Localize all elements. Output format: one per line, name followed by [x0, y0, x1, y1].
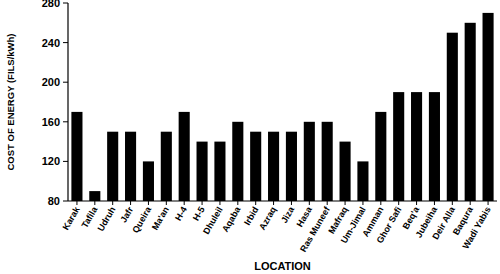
- y-axis-label: COST OF ENERGY (FILS/kWh): [5, 33, 16, 170]
- bar: [357, 161, 368, 201]
- chart-svg: 80120160200240280KarakTafilaUdruhJafrQue…: [0, 0, 500, 274]
- bars: [71, 13, 493, 201]
- bar: [143, 161, 154, 201]
- bar: [214, 142, 225, 201]
- bar: [429, 92, 440, 201]
- x-tick: [130, 201, 131, 205]
- y-tick: [63, 3, 68, 4]
- x-tick-label: Dhuleil: [201, 205, 225, 236]
- x-tick: [255, 201, 256, 205]
- x-tick-label: Wadi Yabis: [461, 205, 493, 251]
- bar: [465, 23, 476, 201]
- x-tick: [291, 201, 292, 205]
- bar: [250, 132, 261, 201]
- bar: [232, 122, 243, 201]
- y-tick-label: 280: [42, 0, 60, 9]
- x-tick: [345, 201, 346, 205]
- y-axis-line: [67, 3, 68, 201]
- x-tick-label: Jiza: [279, 204, 297, 225]
- x-tick: [202, 201, 203, 205]
- x-tick-label: Udruh: [96, 205, 118, 233]
- x-tick: [148, 201, 149, 205]
- x-tick-label: Um-Jimal: [339, 205, 368, 245]
- bar: [340, 142, 351, 201]
- bar: [125, 132, 136, 201]
- y-tick-label: 240: [42, 37, 60, 49]
- x-tick-label: Jafr: [118, 205, 135, 225]
- x-tick: [380, 201, 381, 205]
- x-tick-label: Karak: [60, 204, 82, 232]
- bar: [304, 122, 315, 201]
- y-tick: [63, 201, 68, 202]
- bar: [197, 142, 208, 201]
- y-tick-label: 200: [42, 76, 60, 88]
- bar: [447, 33, 458, 201]
- bar: [393, 92, 404, 201]
- bar: [179, 112, 190, 201]
- bar: [71, 112, 82, 201]
- x-tick: [166, 201, 167, 205]
- x-tick: [184, 201, 185, 205]
- x-tick: [273, 201, 274, 205]
- x-axis-line: [68, 200, 497, 201]
- x-tick: [434, 201, 435, 205]
- y-tick: [63, 161, 68, 162]
- bar: [322, 122, 333, 201]
- x-tick: [470, 201, 471, 205]
- bar: [107, 132, 118, 201]
- x-tick: [398, 201, 399, 205]
- x-tick: [362, 201, 363, 205]
- x-tick: [416, 201, 417, 205]
- bar: [286, 132, 297, 201]
- y-tick-label: 80: [48, 195, 60, 207]
- bar: [375, 112, 386, 201]
- x-tick: [488, 201, 489, 205]
- bar: [89, 191, 100, 201]
- x-tick: [237, 201, 238, 205]
- x-tick: [94, 201, 95, 205]
- bar: [161, 132, 172, 201]
- x-tick-label: Azraq: [257, 205, 278, 232]
- x-tick: [452, 201, 453, 205]
- y-tick: [63, 82, 68, 83]
- x-tick-label: Irbid: [242, 205, 260, 227]
- x-tick-label: Queira: [130, 204, 153, 235]
- x-tick: [112, 201, 113, 205]
- x-tick: [327, 201, 328, 205]
- x-tick: [76, 201, 77, 205]
- x-tick-label: Ghor Safi: [375, 205, 404, 245]
- bar: [268, 132, 279, 201]
- x-tick-label: Ma'an: [150, 205, 171, 232]
- x-tick-label: Deir Alla: [430, 204, 457, 241]
- bar: [483, 13, 494, 201]
- y-tick-label: 120: [42, 155, 60, 167]
- chart-container: 80120160200240280KarakTafilaUdruhJafrQue…: [0, 0, 500, 274]
- x-tick-label: H-5: [191, 205, 207, 223]
- y-tick-label: 160: [42, 116, 60, 128]
- x-axis-label: LOCATION: [254, 260, 311, 272]
- y-tick: [63, 42, 68, 43]
- x-tick-label: H-4: [173, 205, 189, 223]
- x-tick: [309, 201, 310, 205]
- y-tick: [63, 121, 68, 122]
- x-tick: [219, 201, 220, 205]
- x-tick-label: Aqaba: [220, 204, 243, 234]
- bar: [411, 92, 422, 201]
